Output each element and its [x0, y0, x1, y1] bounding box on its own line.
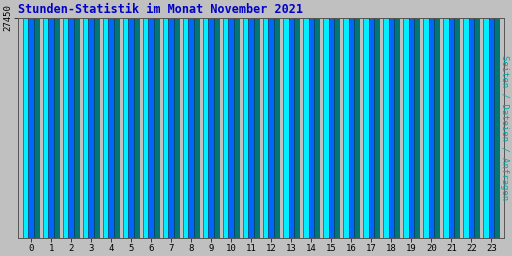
- Bar: [163, 18, 168, 238]
- Y-axis label: Seiten / Dateien / Anfragen: Seiten / Dateien / Anfragen: [500, 55, 508, 200]
- Bar: [48, 18, 54, 238]
- Bar: [474, 18, 479, 238]
- Bar: [374, 18, 379, 238]
- Bar: [363, 18, 369, 238]
- Bar: [23, 18, 28, 238]
- Bar: [488, 18, 494, 238]
- Bar: [389, 18, 394, 238]
- Bar: [109, 18, 114, 238]
- Bar: [248, 18, 254, 238]
- Bar: [354, 18, 359, 238]
- Bar: [394, 18, 399, 238]
- Bar: [34, 18, 39, 238]
- Bar: [63, 18, 69, 238]
- Bar: [243, 18, 248, 238]
- Bar: [174, 18, 179, 238]
- Bar: [83, 18, 89, 238]
- Bar: [89, 18, 94, 238]
- Bar: [274, 18, 280, 238]
- Bar: [134, 18, 139, 238]
- Text: Stunden-Statistik im Monat November 2021: Stunden-Statistik im Monat November 2021: [18, 4, 303, 16]
- Bar: [254, 18, 259, 238]
- Bar: [314, 18, 319, 238]
- Bar: [168, 18, 174, 238]
- Bar: [28, 18, 34, 238]
- Bar: [443, 18, 449, 238]
- Bar: [268, 18, 274, 238]
- Bar: [214, 18, 219, 238]
- Bar: [434, 18, 439, 238]
- Bar: [74, 18, 79, 238]
- Bar: [234, 18, 239, 238]
- Bar: [203, 18, 208, 238]
- Bar: [228, 18, 234, 238]
- Bar: [334, 18, 339, 238]
- Bar: [103, 18, 109, 238]
- Bar: [483, 18, 488, 238]
- Bar: [154, 18, 159, 238]
- Bar: [449, 18, 454, 238]
- Bar: [494, 18, 500, 238]
- Bar: [343, 18, 349, 238]
- Bar: [369, 18, 374, 238]
- Bar: [323, 18, 329, 238]
- Bar: [383, 18, 389, 238]
- Bar: [468, 18, 474, 238]
- Bar: [294, 18, 300, 238]
- Bar: [54, 18, 59, 238]
- Bar: [208, 18, 214, 238]
- Bar: [114, 18, 119, 238]
- Bar: [263, 18, 268, 238]
- Bar: [423, 18, 429, 238]
- Bar: [309, 18, 314, 238]
- Bar: [148, 18, 154, 238]
- Bar: [463, 18, 468, 238]
- Bar: [454, 18, 459, 238]
- Bar: [303, 18, 309, 238]
- Bar: [123, 18, 129, 238]
- Bar: [69, 18, 74, 238]
- Bar: [223, 18, 228, 238]
- Bar: [403, 18, 409, 238]
- Bar: [188, 18, 194, 238]
- Bar: [414, 18, 419, 238]
- Bar: [143, 18, 148, 238]
- Bar: [349, 18, 354, 238]
- Bar: [129, 18, 134, 238]
- Bar: [183, 18, 188, 238]
- Bar: [289, 18, 294, 238]
- Bar: [329, 18, 334, 238]
- Bar: [43, 18, 48, 238]
- Bar: [409, 18, 414, 238]
- Bar: [429, 18, 434, 238]
- Bar: [94, 18, 99, 238]
- Bar: [194, 18, 199, 238]
- Bar: [283, 18, 289, 238]
